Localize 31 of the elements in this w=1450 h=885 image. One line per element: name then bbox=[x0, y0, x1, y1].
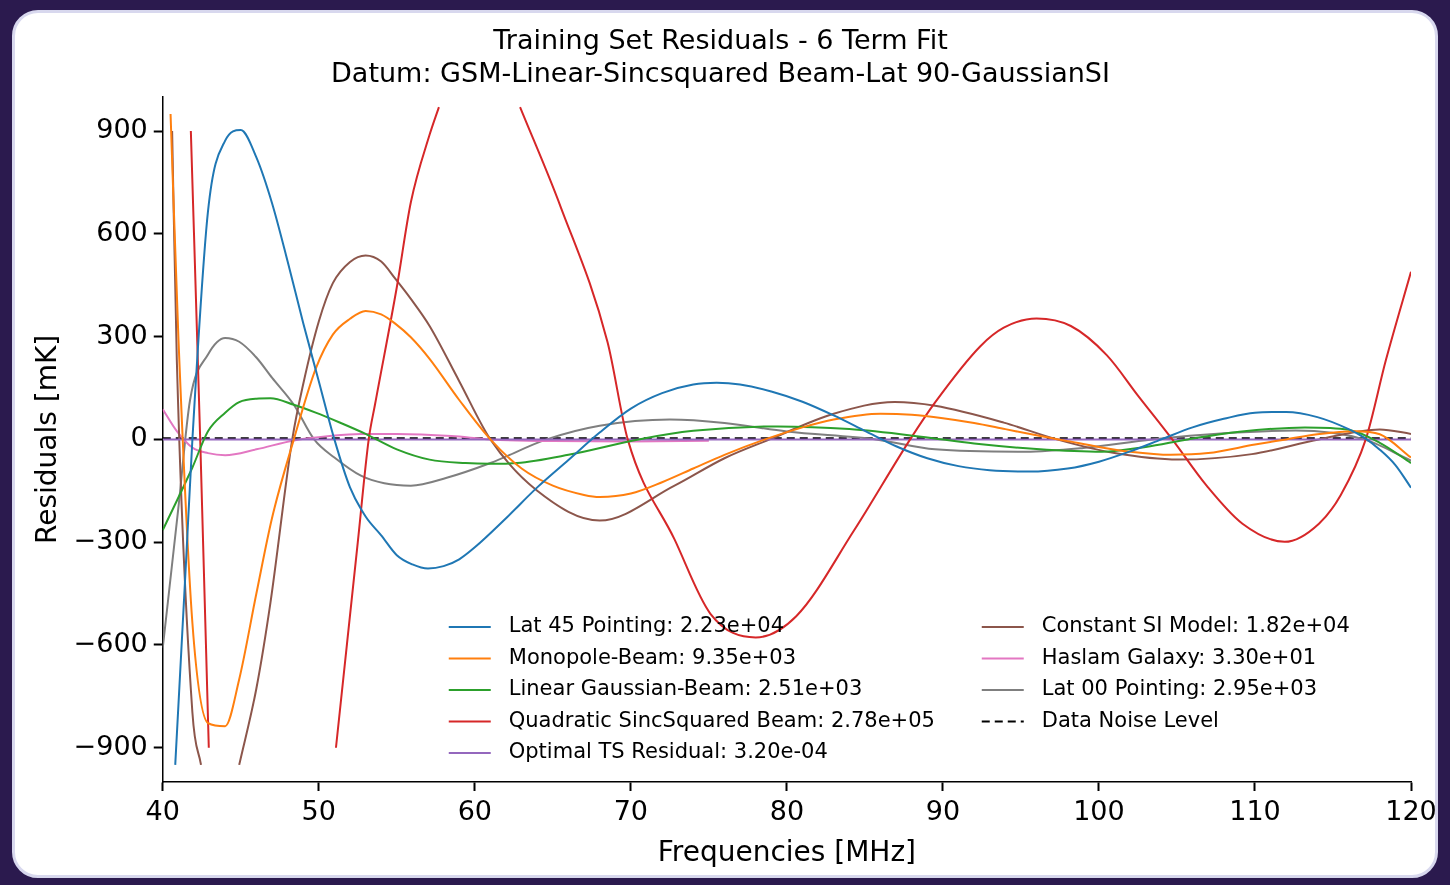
y-tick-label: −600 bbox=[73, 626, 148, 658]
x-tick-label: 50 bbox=[301, 795, 336, 827]
y-tick-label: 0 bbox=[130, 421, 148, 453]
legend-label: Data Noise Level bbox=[1041, 707, 1219, 732]
x-tick-label: 120 bbox=[1385, 795, 1437, 827]
legend-label: Linear Gaussian-Beam: 2.51e+03 bbox=[508, 676, 863, 701]
x-tick-label: 100 bbox=[1073, 795, 1125, 827]
y-axis-title: Residuals [mK] bbox=[30, 334, 64, 545]
x-tick-label: 60 bbox=[457, 795, 492, 827]
x-axis-title: Frequencies [MHz] bbox=[657, 835, 917, 869]
y-tick-label: −300 bbox=[73, 524, 148, 556]
x-tick-label: 110 bbox=[1229, 795, 1281, 827]
line-series bbox=[162, 408, 710, 457]
legend-label: Haslam Galaxy: 3.30e+01 bbox=[1041, 644, 1317, 669]
x-tick-label: 40 bbox=[145, 795, 180, 827]
legend-label: Optimal TS Residual: 3.20e-04 bbox=[508, 739, 828, 764]
y-tick-label: −900 bbox=[73, 729, 148, 761]
legend-label: Quadratic SincSquared Beam: 2.78e+05 bbox=[508, 707, 935, 732]
x-tick-label: 90 bbox=[925, 795, 961, 827]
line-series bbox=[162, 336, 1411, 649]
y-tick-label: 900 bbox=[96, 113, 148, 145]
chart-title: Training Set Residuals - 6 Term Fit bbox=[492, 24, 948, 56]
line-series bbox=[162, 397, 1411, 532]
y-tick-label: 600 bbox=[96, 215, 148, 247]
x-tick-label: 70 bbox=[613, 795, 649, 827]
x-tick-label: 80 bbox=[769, 795, 805, 827]
legend-label: Constant SI Model: 1.82e+04 bbox=[1041, 613, 1350, 638]
legend-label: Lat 00 Pointing: 2.95e+03 bbox=[1041, 676, 1318, 701]
y-tick-label: 300 bbox=[96, 318, 148, 350]
legend-label: Monopole-Beam: 9.35e+03 bbox=[508, 644, 797, 669]
chart-subtitle: Datum: GSM-Linear-Sincsquared Beam-Lat 90-GaussianSI bbox=[331, 56, 1110, 88]
